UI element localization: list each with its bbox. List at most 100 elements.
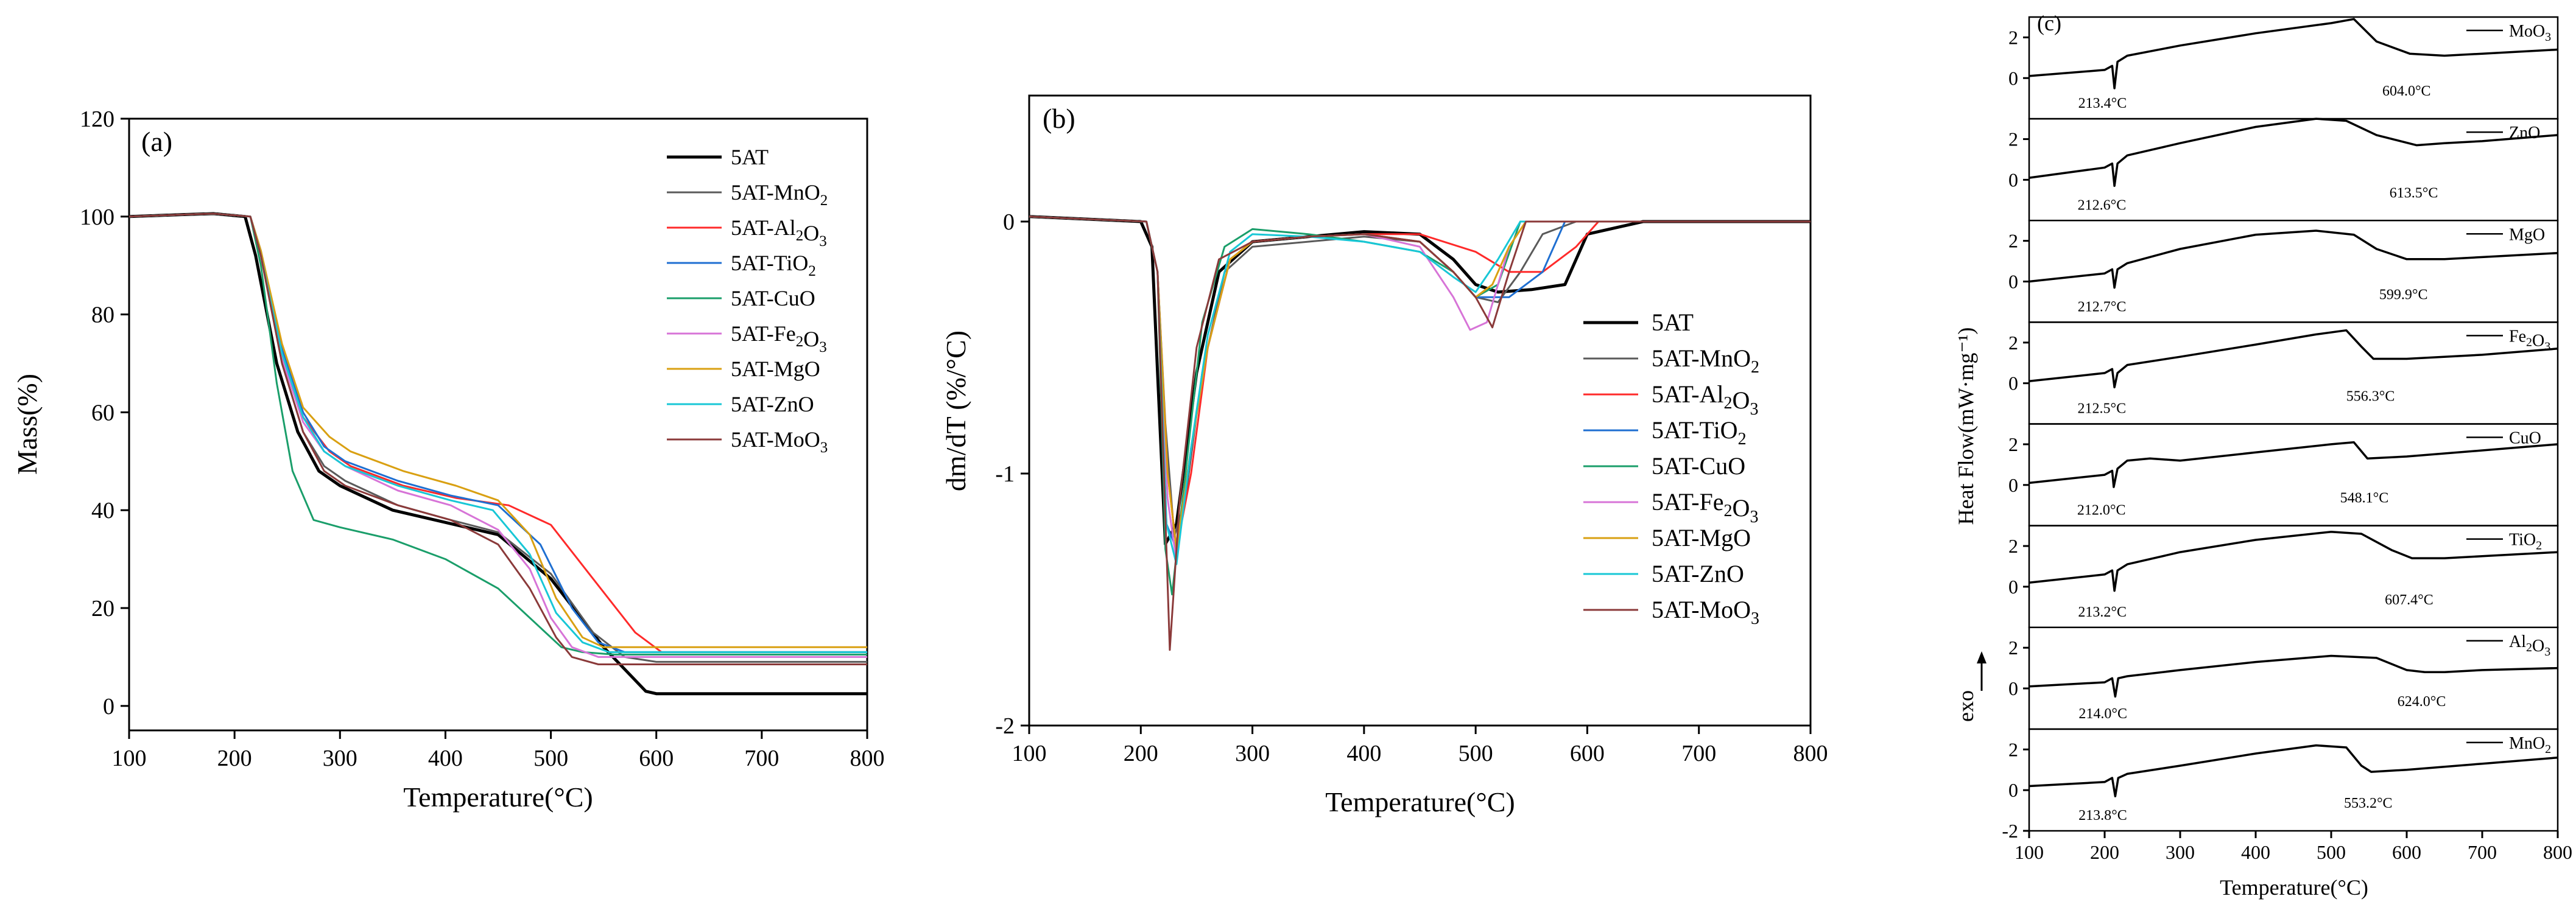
panel-a-legend-label: 5AT-MoO3	[731, 427, 828, 456]
panel-c-legend-label: CuO	[2509, 429, 2541, 448]
panel-c-ytick-label: 2	[2008, 738, 2018, 760]
panel-c-peak2-label: 548.1°C	[2340, 491, 2389, 506]
panel-b-legend-label: 5AT-MoO3	[1652, 596, 1759, 628]
panel-a-legend-label: 5AT-Fe2O3	[731, 321, 827, 355]
panel-c-peak2-label: 624.0°C	[2398, 694, 2446, 710]
panel-c-ytick-label: 0	[2008, 576, 2018, 598]
panel-c-peak1-label: 213.8°C	[2078, 808, 2127, 824]
panel-a-legend-label: 5AT	[731, 145, 769, 169]
panel-c-legend-label: TiO2	[2509, 531, 2542, 553]
panel-b-ylabel: dm/dT (%/°C)	[940, 331, 971, 491]
panel-a-ytick-label: 0	[103, 694, 114, 719]
panel-c-subplot: 2 0 MgO 212.7°C 599.9°C	[2008, 220, 2559, 323]
panel-b-ytick-label: 0	[1003, 209, 1015, 235]
panel-c-ytick-label: 0	[2008, 169, 2018, 191]
exo-arrow	[1977, 651, 1987, 691]
panel-c-ytick-label: 0	[2008, 474, 2018, 496]
panel-c-peak2-label: 607.4°C	[2385, 592, 2433, 608]
panel-c-ytick-label: 0	[2008, 271, 2018, 293]
panel-a-legend-label: 5AT-MgO	[731, 357, 820, 381]
panel-b-label: (b)	[1043, 103, 1075, 134]
panel-c-peak2-label: 553.2°C	[2344, 796, 2393, 811]
panel-c-ytick-label: 0	[2008, 677, 2018, 699]
panel-c-ytick-label: 2	[2008, 230, 2018, 252]
panel-b-xtick-label: 800	[1793, 741, 1828, 766]
panel-b-chart: 100 200 300 400 500 600 700 800 -2 -1 0 (b) Temper…	[940, 94, 1828, 817]
panel-b-legend-label: 5AT-MgO	[1652, 524, 1751, 551]
panel-a-legend-label: 5AT-MnO2	[731, 180, 828, 209]
panel-c-legend-label: MoO3	[2509, 22, 2551, 44]
panel-c-peak1-label: 213.2°C	[2078, 604, 2127, 620]
panel-c-subplot: 2 0 ZnO 212.6°C 613.5°C	[2008, 117, 2559, 222]
panel-b-xlabel: Temperature(°C)	[1325, 786, 1515, 817]
panel-c-peak2-label: 613.5°C	[2390, 185, 2438, 201]
panel-c-ytick-label: 2	[2008, 535, 2018, 557]
panel-a-xtick-label: 500	[533, 746, 568, 771]
panel-b-legend-label: 5AT-CuO	[1652, 452, 1745, 480]
panel-c-xtick-label: 500	[2317, 841, 2346, 863]
panel-c-subplot: 2 0 MoO3 213.4°C 604.0°C	[2008, 16, 2559, 120]
panel-c-xtick-label: 800	[2543, 841, 2572, 863]
panel-c-ytick-label: 0	[2008, 373, 2018, 394]
panel-a-ytick-label: 100	[80, 205, 114, 230]
panel-c-xtick-label: 600	[2392, 841, 2421, 863]
panel-c-peak2-label: 556.3°C	[2346, 389, 2395, 405]
panel-a-ytick-label: 40	[91, 498, 114, 523]
panel-c-dsc-curve	[2029, 441, 2558, 488]
panel-c-dsc-curve	[2029, 117, 2558, 187]
panel-b-ytick-label: -1	[995, 461, 1015, 487]
panel-c-label: (c)	[2037, 11, 2061, 35]
panel-c-subplot: 2 0 CuO 212.0°C 548.1°C	[2008, 423, 2559, 526]
panel-c-legend-label: Al2O3	[2509, 632, 2550, 659]
panel-a-xtick-label: 300	[323, 746, 357, 771]
panel-c-xtick-label: 200	[2090, 841, 2119, 863]
panel-a-legend-label: 5AT-ZnO	[731, 392, 814, 416]
panel-a-xlabel: Temperature(°C)	[403, 782, 593, 813]
panel-a-ytick-label: 60	[91, 400, 114, 425]
panel-b-legend-label: 5AT-ZnO	[1652, 560, 1744, 587]
panel-a-frame	[128, 117, 868, 732]
panel-c-peak1-label: 212.7°C	[2078, 299, 2127, 315]
panel-c-subplot: 2 0 Al2O3 214.0°C 624.0°C	[2008, 626, 2559, 730]
panel-b-xtick-label: 200	[1124, 741, 1158, 766]
panel-c-dsc-curve	[2029, 530, 2558, 592]
panel-c-dsc-curve	[2029, 18, 2558, 89]
panel-c-peak1-label: 212.0°C	[2077, 503, 2126, 519]
panel-a-ylabel: Mass(%)	[12, 374, 43, 475]
panel-a-xtick-label: 700	[744, 746, 779, 771]
panel-a-xtick-label: 200	[217, 746, 252, 771]
panel-c-legend-label: Fe2O3	[2509, 327, 2550, 353]
panel-a-label: (a)	[141, 126, 172, 157]
panel-c-ytick-label: 2	[2008, 128, 2018, 150]
panel-c-dsc-curve	[2029, 654, 2558, 698]
panel-a-legend-label: 5AT-TiO2	[731, 251, 816, 279]
panel-b-ytick-label: -2	[995, 713, 1015, 739]
panel-b-xtick-label: 100	[1012, 741, 1047, 766]
panel-c-peak1-label: 212.6°C	[2078, 197, 2127, 213]
panel-c-chart: 20MoO3213.4°C604.0°C20ZnO212.6°C613.5°C2…	[1954, 11, 2572, 900]
panel-c-dsc-curve	[2029, 329, 2558, 389]
panel-a-xtick-label: 600	[639, 746, 674, 771]
panel-c-subplot-frame	[2028, 728, 2559, 832]
panel-c-ytick-label: -2	[2002, 820, 2018, 842]
panel-a-ytick-label: 20	[91, 596, 114, 621]
panel-c-ytick-label: 2	[2008, 26, 2018, 48]
panel-a-legend-label: 5AT-CuO	[731, 286, 815, 310]
panel-a-ytick-label: 120	[80, 107, 114, 132]
panel-b-legend-label: 5AT-Fe2O3	[1652, 488, 1758, 526]
panel-c-legend-label: MgO	[2509, 225, 2545, 244]
panel-c-legend-label: ZnO	[2509, 124, 2540, 142]
panel-c-dsc-curve	[2029, 229, 2558, 289]
panel-b-legend-label: 5AT-MnO2	[1652, 345, 1759, 377]
panel-c-xtick-label: 400	[2241, 841, 2270, 863]
panel-c-ytick-label: 2	[2008, 433, 2018, 455]
panel-b-legend-label: 5AT	[1652, 309, 1694, 336]
panel-c-peak1-label: 213.4°C	[2078, 96, 2127, 111]
panel-c-peak2-label: 604.0°C	[2382, 83, 2431, 99]
panel-b-legend-label: 5AT-TiO2	[1652, 416, 1747, 449]
panel-c-ytick-label: 0	[2008, 779, 2018, 801]
panel-c-subplot: 2 0 Fe2O3 212.5°C 556.3°C	[2008, 321, 2559, 425]
